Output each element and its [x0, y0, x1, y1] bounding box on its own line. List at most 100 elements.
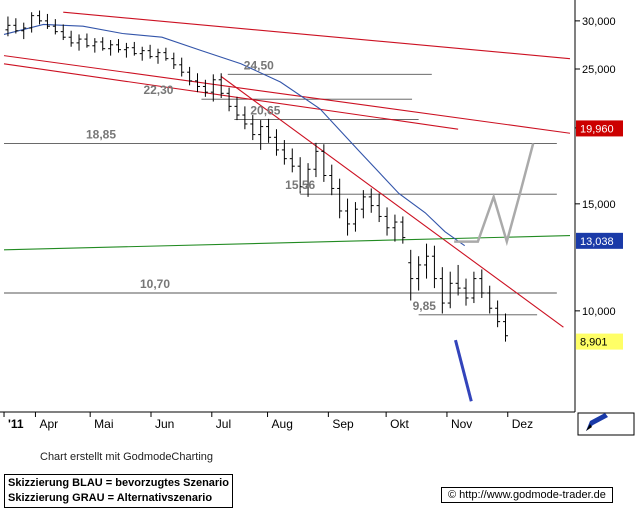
- level-labels: 24,50 22,30 20,65 18,85 15,56 10,70 9,85: [86, 58, 436, 313]
- legend-blue: Skizzierung BLAU = bevorzugtes Szenario: [8, 477, 229, 489]
- x-tick-label: Nov: [451, 417, 472, 431]
- candle: [131, 41, 137, 56]
- price-badge-label: 13,038: [580, 236, 614, 248]
- candle: [100, 37, 106, 51]
- candle: [226, 87, 232, 112]
- scenario-lines: [454, 143, 535, 402]
- trendline: [3, 235, 571, 251]
- candle: [139, 46, 145, 61]
- candle: [123, 42, 129, 58]
- candle: [187, 66, 193, 86]
- price-badges: 19,960 13,038 8,901: [576, 120, 623, 350]
- price-badge-label: 8,901: [580, 337, 608, 349]
- candle: [376, 193, 382, 223]
- candle: [116, 39, 122, 53]
- candle: [321, 144, 327, 182]
- candle: [37, 10, 43, 25]
- copyright-icon: ©: [448, 489, 457, 501]
- candle: [297, 157, 303, 194]
- level-label: 18,85: [86, 128, 116, 142]
- candle: [424, 243, 430, 279]
- candle: [305, 163, 311, 197]
- candle: [463, 278, 469, 306]
- trendlines: [3, 11, 571, 328]
- candle: [368, 188, 374, 213]
- candle: [400, 216, 406, 244]
- candle: [155, 48, 161, 64]
- x-tick-label: Okt: [390, 417, 409, 431]
- candle: [5, 16, 11, 37]
- candles: [5, 10, 509, 342]
- moving-average-line: [3, 23, 466, 247]
- candle: [13, 18, 19, 34]
- price-badge-label: 19,960: [580, 123, 614, 135]
- y-tick-label: 10,000: [582, 306, 616, 318]
- chart-background: [0, 0, 638, 450]
- trendline: [3, 55, 571, 134]
- candle: [313, 142, 319, 178]
- candle: [431, 245, 437, 289]
- candle: [147, 44, 153, 59]
- candle: [250, 115, 256, 141]
- candle: [76, 34, 82, 51]
- price-badge: [576, 120, 623, 137]
- moving-average: [3, 23, 466, 247]
- x-tick-label: Apr: [39, 417, 58, 431]
- level-label: 20,65: [250, 103, 280, 117]
- chart-credit: Chart erstellt mit GodmodeCharting: [40, 451, 214, 463]
- x-tick-label: Sep: [332, 417, 354, 431]
- y-tick-label: 15,000: [582, 199, 616, 211]
- x-tick-label: Aug: [272, 417, 293, 431]
- candle: [44, 13, 50, 29]
- x-tick-label: Mai: [94, 417, 113, 431]
- x-tick-label: '11: [8, 417, 24, 431]
- level-label: 9,85: [413, 299, 437, 313]
- candle: [487, 285, 493, 314]
- candle: [179, 57, 185, 77]
- candle: [408, 249, 414, 301]
- candle: [21, 22, 27, 40]
- scenario-gray-line: [454, 143, 535, 247]
- candle: [360, 190, 366, 219]
- x-tick-label: Dez: [512, 417, 533, 431]
- trendline: [3, 63, 459, 130]
- candle: [384, 207, 390, 236]
- candle: [266, 118, 272, 143]
- candle: [60, 24, 66, 41]
- candle: [352, 202, 358, 232]
- candle: [108, 40, 114, 56]
- source-url[interactable]: http://www.godmode-trader.de: [459, 489, 606, 501]
- candle: [273, 129, 279, 156]
- trendline: [63, 11, 571, 60]
- x-tick-label: Jun: [155, 417, 174, 431]
- price-badge: [576, 333, 623, 350]
- y-tick-label: 30,000: [582, 16, 616, 28]
- legend-gray: Skizzierung GRAU = Alternativszenario: [8, 492, 213, 504]
- candle: [171, 52, 177, 70]
- level-label: 15,56: [285, 178, 315, 192]
- candle: [202, 79, 208, 97]
- candle: [392, 214, 398, 242]
- candle: [84, 33, 90, 48]
- candle: [163, 47, 169, 61]
- candle: [218, 73, 224, 98]
- scenario-legend: Skizzierung BLAU = bevorzugtes Szenario …: [4, 474, 233, 508]
- level-label: 24,50: [244, 58, 274, 72]
- candle: [495, 300, 501, 328]
- candle: [242, 106, 248, 130]
- candle: [416, 256, 422, 291]
- price-chart: 24,50 22,30 20,65 18,85 15,56 10,70 9,85 30,00…: [0, 0, 638, 450]
- level-label: 10,70: [140, 277, 170, 291]
- x-axis: '11 Apr Mai Jun Jul Aug Sep Okt Nov Dez: [3, 412, 533, 431]
- source-url-box[interactable]: © http://www.godmode-trader.de: [441, 487, 613, 503]
- candle: [281, 140, 287, 165]
- price-badge: [576, 232, 623, 249]
- candle: [52, 19, 58, 35]
- candle: [29, 12, 35, 33]
- candle: [345, 198, 351, 236]
- level-label: 22,30: [143, 83, 173, 97]
- pencil-icon[interactable]: [577, 412, 635, 436]
- candle: [503, 313, 509, 342]
- candle: [455, 264, 461, 296]
- x-tick-label: Jul: [216, 417, 231, 431]
